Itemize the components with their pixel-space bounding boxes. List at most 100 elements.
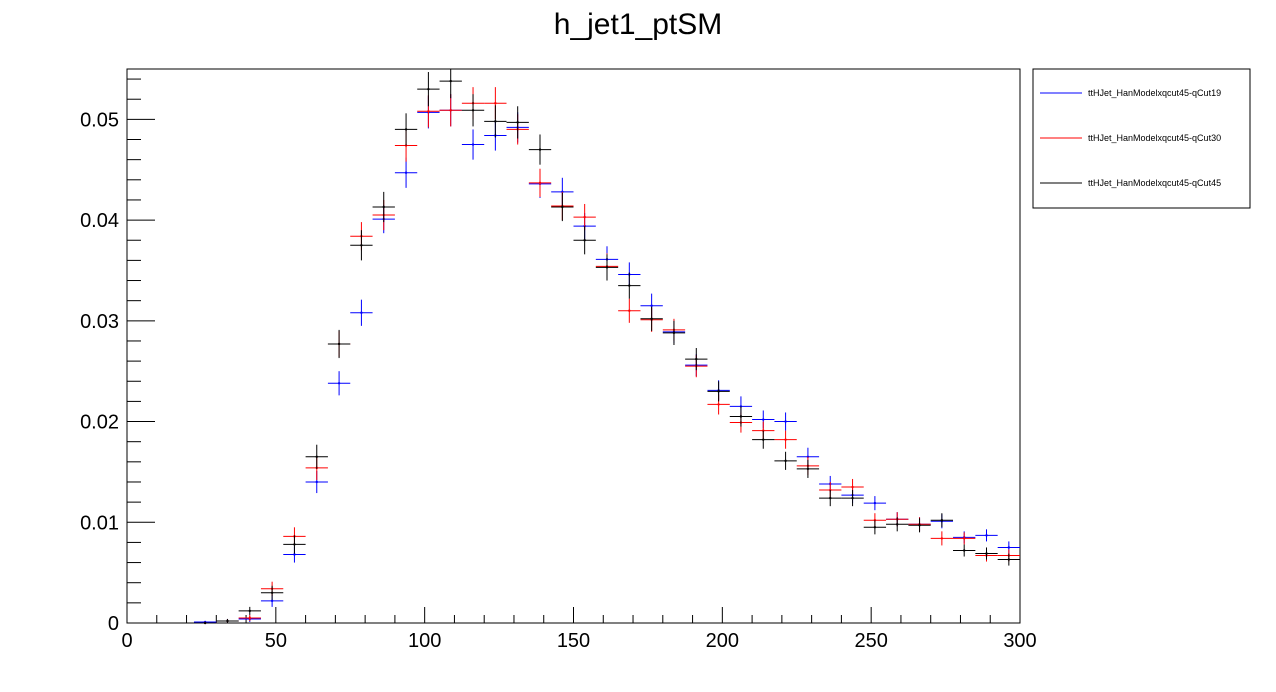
point-marker bbox=[650, 317, 653, 321]
series-2 bbox=[193, 87, 1020, 625]
data-point bbox=[752, 430, 775, 449]
x-axis: 0 50 100 150 200 250 300 bbox=[121, 607, 1037, 652]
point-marker bbox=[650, 304, 653, 307]
y-tick-label: 0.03 bbox=[80, 311, 119, 333]
legend-label: ttHJet_HanModelxqcut45-qCut19 bbox=[1088, 88, 1221, 98]
data-point bbox=[774, 451, 797, 470]
point-marker bbox=[717, 403, 720, 406]
point-marker bbox=[628, 284, 631, 287]
point-marker bbox=[226, 619, 229, 623]
point-marker bbox=[851, 496, 854, 500]
data-point bbox=[930, 513, 954, 528]
point-marker bbox=[851, 485, 854, 489]
data-point bbox=[997, 553, 1020, 566]
data-point bbox=[908, 518, 931, 533]
x-tick-label: 200 bbox=[706, 630, 739, 652]
plot-frame bbox=[126, 68, 1021, 624]
point-marker bbox=[471, 109, 475, 112]
data-point bbox=[618, 272, 641, 299]
data-point bbox=[685, 348, 708, 371]
point-marker bbox=[203, 621, 207, 625]
data-series bbox=[193, 69, 1020, 625]
data-point bbox=[640, 306, 663, 331]
data-point bbox=[394, 157, 418, 188]
point-marker bbox=[762, 418, 765, 421]
data-point bbox=[886, 517, 909, 532]
data-point bbox=[327, 329, 351, 359]
point-marker bbox=[829, 488, 832, 492]
data-point bbox=[774, 412, 797, 431]
data-point bbox=[551, 192, 574, 222]
data-point bbox=[863, 496, 887, 511]
data-point bbox=[863, 520, 887, 535]
point-marker bbox=[628, 309, 631, 312]
data-point bbox=[350, 230, 373, 261]
point-marker bbox=[315, 455, 318, 458]
point-marker bbox=[985, 552, 988, 555]
data-point bbox=[305, 444, 328, 469]
point-marker bbox=[985, 534, 988, 537]
y-axis: 0 0.01 0.02 0.03 0.04 0.05 bbox=[80, 78, 155, 635]
point-marker bbox=[717, 390, 720, 393]
data-point bbox=[238, 606, 261, 615]
point-marker bbox=[270, 591, 274, 594]
point-marker bbox=[538, 181, 542, 185]
data-point bbox=[930, 531, 954, 546]
y-tick-label: 0.01 bbox=[80, 512, 119, 534]
x-tick-label: 50 bbox=[265, 630, 287, 652]
data-point bbox=[975, 547, 998, 560]
point-marker bbox=[896, 523, 899, 526]
data-point bbox=[238, 614, 261, 621]
point-marker bbox=[695, 357, 698, 361]
point-marker bbox=[940, 519, 944, 522]
data-point bbox=[484, 105, 507, 138]
point-marker bbox=[427, 110, 430, 113]
point-marker bbox=[829, 496, 832, 500]
data-point bbox=[528, 168, 552, 197]
data-point bbox=[953, 544, 976, 557]
point-marker bbox=[873, 501, 877, 505]
point-marker bbox=[784, 459, 787, 463]
point-marker bbox=[494, 102, 497, 105]
y-tick-label: 0 bbox=[108, 613, 119, 635]
data-point bbox=[439, 69, 462, 99]
point-marker bbox=[449, 109, 452, 112]
plot-area-border bbox=[126, 68, 1021, 624]
point-marker bbox=[561, 205, 564, 209]
point-marker bbox=[873, 526, 877, 529]
point-marker bbox=[784, 438, 787, 441]
data-point bbox=[774, 430, 797, 449]
point-marker bbox=[293, 543, 296, 546]
point-marker bbox=[404, 171, 408, 174]
point-marker bbox=[449, 79, 452, 83]
y-tick-label: 0.04 bbox=[80, 210, 119, 232]
series-1 bbox=[193, 94, 1020, 624]
data-point bbox=[193, 621, 217, 625]
data-point bbox=[707, 381, 730, 402]
data-point bbox=[372, 191, 395, 223]
data-point bbox=[461, 129, 485, 160]
x-tick-label: 0 bbox=[121, 630, 132, 652]
point-marker bbox=[583, 215, 586, 219]
point-marker bbox=[806, 467, 810, 471]
point-marker bbox=[784, 420, 787, 423]
x-tick-label: 250 bbox=[854, 630, 887, 652]
data-point bbox=[573, 226, 596, 255]
point-marker bbox=[360, 244, 363, 247]
point-marker bbox=[471, 143, 475, 146]
point-marker bbox=[516, 121, 519, 124]
point-marker bbox=[293, 553, 296, 556]
point-marker bbox=[337, 382, 341, 385]
data-point bbox=[350, 299, 373, 326]
point-marker bbox=[360, 311, 363, 314]
point-marker bbox=[270, 599, 274, 603]
point-marker bbox=[918, 524, 921, 527]
data-point bbox=[975, 529, 998, 542]
data-point bbox=[506, 106, 529, 139]
data-point bbox=[729, 406, 753, 427]
data-point bbox=[439, 94, 462, 127]
point-marker bbox=[404, 128, 408, 131]
legend: ttHJet_HanModelxqcut45-qCut19 ttHJet_HanM… bbox=[1032, 68, 1251, 209]
data-point bbox=[796, 459, 820, 478]
data-point bbox=[573, 203, 596, 231]
